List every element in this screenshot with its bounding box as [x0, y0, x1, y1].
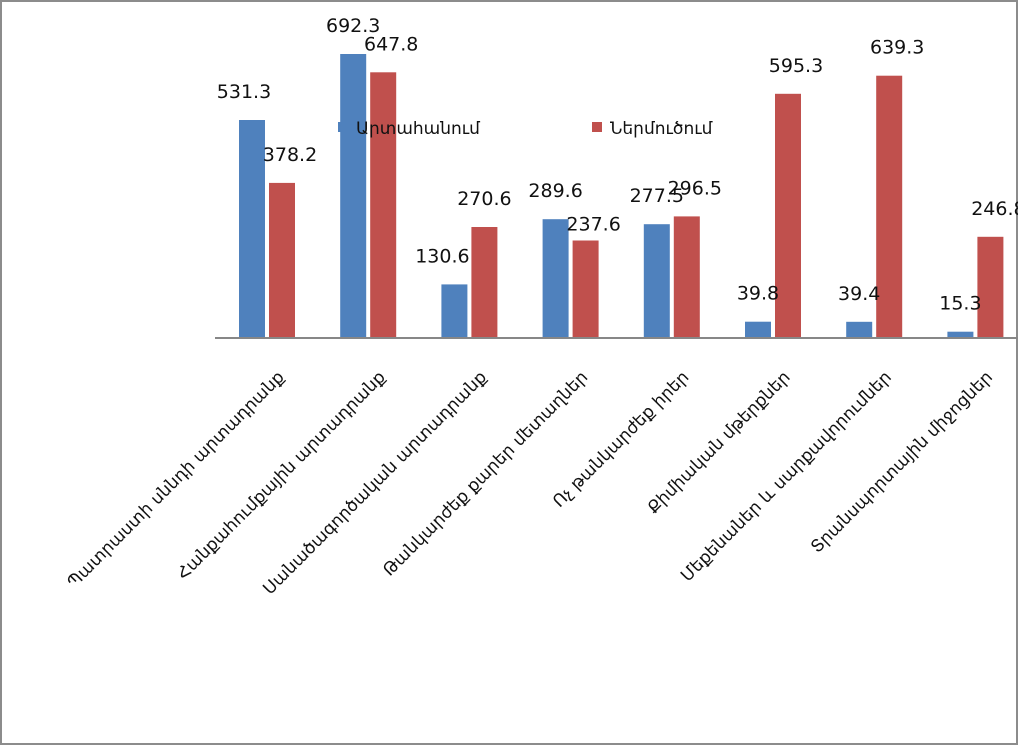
- bar-export-4: [643, 224, 670, 338]
- bar-export-0: [239, 120, 265, 338]
- bar-import-5: [775, 93, 801, 338]
- bar-export-1: [340, 54, 367, 338]
- value-label-import-5: 595.3: [769, 55, 823, 77]
- value-label-export-5: 39.8: [737, 283, 779, 305]
- value-label-export-0: 531.3: [217, 81, 271, 103]
- bars-layer: [239, 54, 1004, 339]
- bar-export-3: [542, 219, 569, 338]
- bar-import-4: [673, 216, 700, 338]
- value-label-import-6: 639.3: [870, 37, 924, 59]
- bar-import-2: [471, 227, 498, 338]
- value-label-export-4: 277.5: [630, 185, 684, 207]
- bar-import-6: [876, 75, 903, 338]
- legend: Արտահանում Ներմուծում: [338, 119, 713, 139]
- bar-export-5: [745, 321, 771, 338]
- legend-swatch-import: [592, 122, 602, 132]
- value-label-import-4: 296.5: [668, 177, 722, 199]
- value-label-import-7: 246.8: [971, 198, 1018, 220]
- value-label-export-2: 130.6: [415, 245, 469, 267]
- value-label-export-1: 692.3: [326, 15, 380, 37]
- value-label-import-0: 378.2: [263, 144, 317, 166]
- legend-label-export: Արտահանում: [356, 119, 480, 139]
- bar-export-2: [441, 284, 468, 338]
- value-label-import-3: 237.6: [566, 214, 620, 236]
- value-label-export-6: 39.4: [838, 283, 880, 305]
- value-label-export-7: 15.3: [939, 293, 981, 315]
- bar-export-6: [846, 321, 873, 338]
- value-label-export-3: 289.6: [528, 180, 582, 202]
- bar-import-7: [977, 236, 1004, 338]
- bar-export-7: [947, 331, 974, 338]
- bar-import-1: [370, 72, 397, 339]
- value-label-import-1: 647.8: [364, 33, 418, 55]
- legend-label-import: Ներմուծում: [610, 119, 713, 139]
- value-label-import-2: 270.6: [457, 188, 511, 210]
- bar-import-3: [572, 240, 599, 338]
- legend-swatch-export: [338, 122, 348, 132]
- bar-import-0: [269, 182, 295, 338]
